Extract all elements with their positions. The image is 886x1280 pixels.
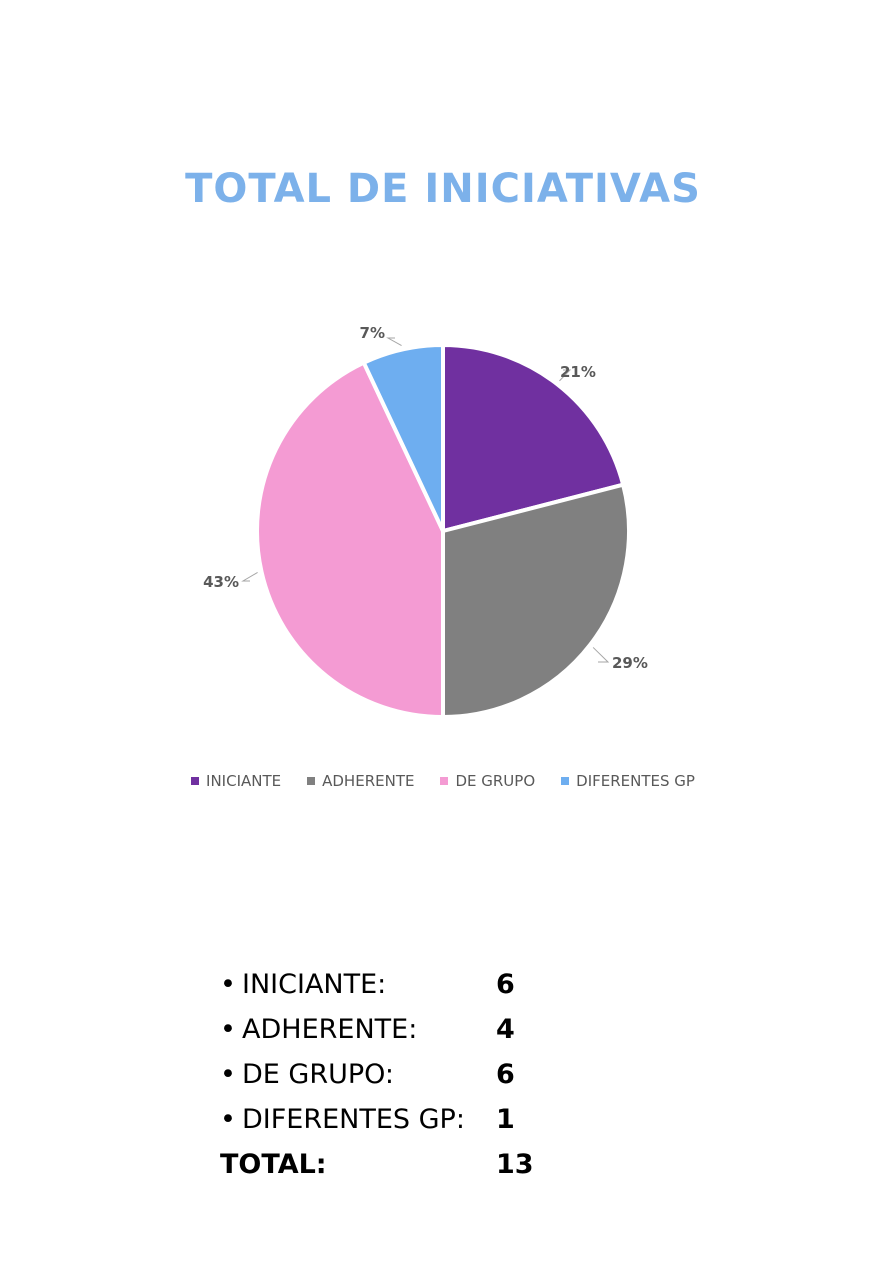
- pie-slice-adherente: [441, 482, 631, 719]
- data-label-iniciante: 21%: [560, 363, 596, 381]
- data-label-diferentes-gp: 7%: [360, 324, 385, 342]
- legend-item-de-grupo: DE GRUPO: [440, 772, 535, 790]
- legend-item-diferentes-gp: DIFERENTES GP: [561, 772, 695, 790]
- leader-line-diferentes-gp: [386, 337, 402, 347]
- bullet: •: [220, 1104, 236, 1135]
- pie-slice-de-grupo: [255, 360, 445, 719]
- chart-title: TOTAL DE INICIATIVAS: [185, 166, 701, 212]
- summary-label-iniciante: INICIANTE:: [242, 969, 387, 1000]
- summary-row-adherente: • ADHERENTE: 4: [220, 1007, 534, 1052]
- pie-slice-diferentes-gp: [361, 343, 445, 533]
- leader-line-adherente: [592, 647, 610, 663]
- summary-row-iniciante: • INICIANTE: 6: [220, 962, 534, 1007]
- summary-label-adherente: ADHERENTE:: [242, 1014, 418, 1045]
- summary-list: • INICIANTE: 6 • ADHERENTE: 4 • DE GRUPO: 6…: [220, 962, 534, 1187]
- leader-line-iniciante: [559, 369, 572, 382]
- chart-legend: INICIANTE ADHERENTE DE GRUPO DIFERENTES …: [0, 772, 886, 790]
- summary-total-label: TOTAL:: [220, 1149, 327, 1180]
- summary-value-adherente: 4: [496, 1014, 515, 1045]
- summary-value-diferentes-gp: 1: [496, 1104, 515, 1135]
- summary-row-label: • INICIANTE:: [220, 969, 496, 1000]
- bullet: •: [220, 1014, 236, 1045]
- summary-row-label: • ADHERENTE:: [220, 1014, 496, 1045]
- pie-chart: 21% 29% 43% 7%: [203, 324, 648, 719]
- legend-label-iniciante: INICIANTE: [206, 772, 282, 790]
- summary-row-diferentes-gp: • DIFERENTES GP: 1: [220, 1097, 534, 1142]
- summary-label-diferentes-gp: DIFERENTES GP:: [242, 1104, 465, 1135]
- data-label-de-grupo: 43%: [203, 573, 239, 591]
- leader-line-de-grupo: [241, 572, 258, 582]
- pie-slice-iniciante: [441, 343, 626, 533]
- legend-swatch-diferentes-gp: [561, 777, 570, 785]
- summary-total-value: 13: [496, 1149, 534, 1180]
- summary-value-iniciante: 6: [496, 969, 515, 1000]
- legend-item-iniciante: INICIANTE: [191, 772, 281, 790]
- summary-row-label: • DIFERENTES GP:: [220, 1104, 496, 1135]
- legend-swatch-adherente: [307, 777, 316, 785]
- data-label-adherente: 29%: [612, 654, 648, 672]
- legend-item-adherente: ADHERENTE: [307, 772, 414, 790]
- summary-value-de-grupo: 6: [496, 1059, 515, 1090]
- summary-row-de-grupo: • DE GRUPO: 6: [220, 1052, 534, 1097]
- bullet: •: [220, 969, 236, 1000]
- legend-label-de-grupo: DE GRUPO: [455, 772, 536, 790]
- summary-label-de-grupo: DE GRUPO:: [242, 1059, 395, 1090]
- legend-swatch-iniciante: [191, 777, 200, 785]
- summary-total-row: TOTAL: 13: [220, 1142, 534, 1187]
- legend-swatch-de-grupo: [440, 777, 449, 785]
- legend-label-diferentes-gp: DIFERENTES GP: [576, 772, 695, 790]
- bullet: •: [220, 1059, 236, 1090]
- summary-row-label: • DE GRUPO:: [220, 1059, 496, 1090]
- legend-label-adherente: ADHERENTE: [322, 772, 415, 790]
